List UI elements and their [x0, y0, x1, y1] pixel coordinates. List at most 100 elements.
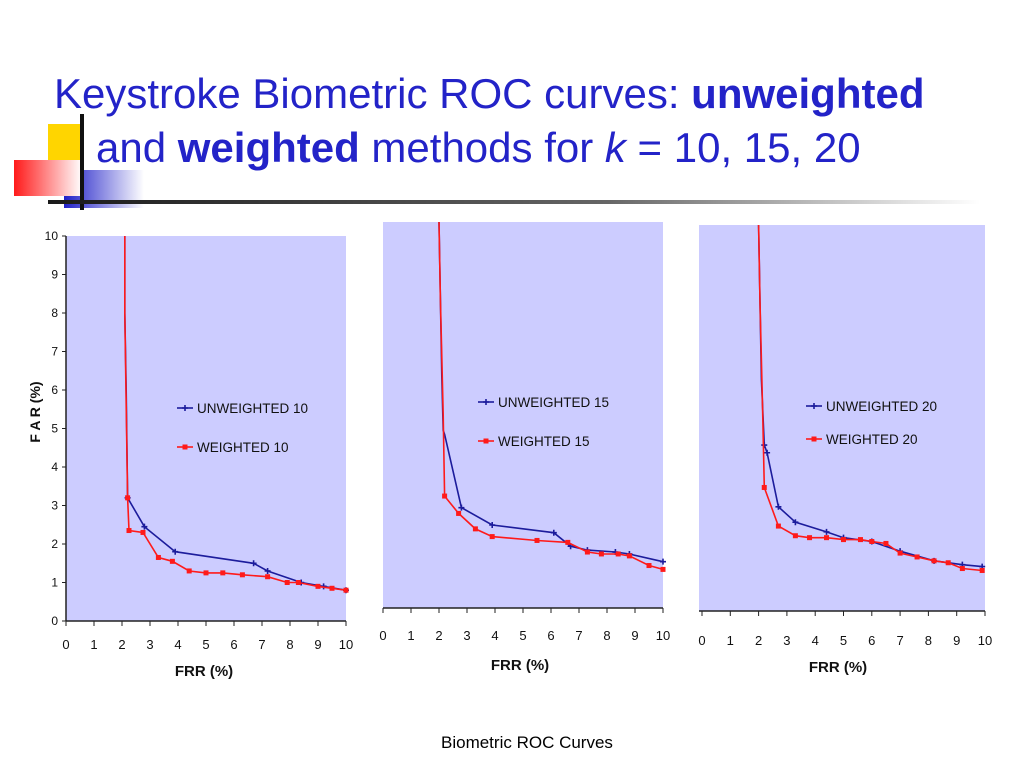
x-tick-label: 0	[698, 633, 705, 648]
x-tick-label: 2	[755, 633, 762, 648]
data-point-unweighted	[250, 560, 257, 567]
x-axis-label: FRR (%)	[491, 657, 549, 674]
data-point-weighted	[841, 537, 846, 543]
x-tick-label: 8	[286, 637, 293, 652]
y-tick-label: 10	[45, 229, 59, 243]
x-tick-label: 4	[174, 637, 181, 652]
legend-marker	[483, 399, 489, 405]
data-point-unweighted	[775, 503, 782, 510]
deco-red-bar	[14, 160, 82, 196]
roc-chart-2: 0 1 2 3 4 5 6 7 8 9 10 FRR (%) UNWEIGHTED 15 WEIGHTED…	[379, 221, 670, 674]
y-tick-label: 4	[51, 460, 58, 474]
data-point-weighted	[295, 580, 301, 585]
x-tick-label: 4	[491, 628, 498, 643]
x-tick-label: 2	[118, 637, 125, 652]
data-point-weighted	[824, 535, 830, 541]
data-point-weighted	[220, 570, 226, 576]
x-tick-label: 6	[230, 637, 237, 652]
x-tick-label: 1	[90, 637, 97, 652]
x-tick-label: 2	[435, 628, 442, 643]
plot-area	[66, 236, 346, 621]
y-tick-label: 3	[51, 499, 58, 513]
plot-area	[383, 222, 663, 608]
data-point-weighted	[959, 566, 965, 572]
data-point-weighted	[869, 539, 875, 545]
legend-marker	[483, 438, 489, 444]
x-tick-label: 5	[840, 633, 847, 648]
x-tick-label: 9	[631, 628, 638, 643]
x-tick-label: 7	[896, 633, 903, 648]
x-tick-label: 5	[519, 628, 526, 643]
y-tick-label: 0	[51, 614, 58, 628]
data-point-unweighted	[764, 449, 771, 456]
x-tick-label: 1	[407, 628, 414, 643]
data-point-unweighted	[172, 548, 179, 555]
data-point-weighted	[584, 549, 590, 555]
x-tick-label: 9	[314, 637, 321, 652]
x-tick-label: 7	[258, 637, 265, 652]
data-point-unweighted	[792, 519, 799, 526]
data-point-weighted	[979, 567, 985, 573]
y-tick-label: 6	[51, 383, 58, 397]
data-point-weighted	[534, 537, 540, 543]
y-tick-label: 5	[51, 422, 58, 436]
data-point-weighted	[775, 523, 781, 529]
data-point-weighted	[857, 537, 863, 543]
data-point-weighted	[626, 553, 632, 559]
deco-horizontal-line	[48, 200, 980, 204]
x-tick-label: 0	[379, 628, 386, 643]
data-point-weighted	[125, 495, 131, 501]
data-point-weighted	[646, 563, 652, 569]
legend-marker	[182, 444, 188, 450]
data-point-weighted	[329, 585, 335, 591]
data-point-unweighted	[761, 442, 768, 449]
data-point-weighted	[140, 529, 146, 535]
legend-marker	[811, 403, 817, 409]
deco-vertical-line	[80, 114, 84, 210]
data-point-weighted	[615, 551, 621, 557]
footer-text: Biometric ROC Curves	[441, 733, 613, 752]
x-axis-label: FRR (%)	[175, 663, 233, 680]
x-tick-label: 3	[463, 628, 470, 643]
legend-label: UNWEIGHTED 10	[197, 401, 308, 416]
data-point-weighted	[186, 568, 192, 574]
x-tick-label: 5	[202, 637, 209, 652]
x-tick-label: 6	[547, 628, 554, 643]
data-point-weighted	[126, 528, 132, 534]
data-point-unweighted	[489, 522, 496, 529]
data-point-weighted	[807, 535, 813, 541]
data-point-weighted	[931, 558, 937, 564]
x-tick-label: 10	[978, 633, 992, 648]
x-tick-label: 7	[575, 628, 582, 643]
roc-chart-1: 0 1 2 3 4 5 6 7 8 9 10 0 1 2 3 4 5 6 7 8 9 10 FRR (%) F A R (%)…	[27, 229, 353, 680]
data-point-weighted	[284, 580, 290, 585]
x-tick-label: 3	[783, 633, 790, 648]
deco-yellow-square	[48, 124, 80, 164]
data-point-unweighted	[550, 529, 557, 536]
x-tick-label: 10	[656, 628, 670, 643]
x-tick-label: 1	[727, 633, 734, 648]
data-point-weighted	[343, 587, 349, 593]
data-point-weighted	[472, 526, 478, 532]
page-title-line-2: and weighted methods for k = 10, 15, 20	[96, 124, 861, 171]
data-point-weighted	[598, 551, 604, 557]
data-point-weighted	[565, 539, 571, 545]
data-point-weighted	[155, 554, 161, 560]
y-axis-label: F A R (%)	[27, 381, 43, 442]
data-point-unweighted	[458, 504, 465, 511]
data-point-weighted	[239, 572, 245, 578]
data-point-weighted	[761, 484, 767, 490]
data-point-unweighted	[823, 528, 830, 535]
y-tick-label: 1	[51, 576, 58, 590]
y-tick-label: 7	[51, 345, 58, 359]
data-point-weighted	[315, 583, 321, 589]
data-point-weighted	[169, 558, 175, 564]
data-point-weighted	[203, 570, 209, 576]
roc-chart-3: 0 1 2 3 4 5 6 7 8 9 10 FRR (%) UNWEIGHTED 20 WEIGHTED…	[698, 224, 992, 676]
data-point-unweighted	[141, 523, 148, 530]
x-tick-label: 3	[146, 637, 153, 652]
data-point-weighted	[442, 493, 448, 499]
